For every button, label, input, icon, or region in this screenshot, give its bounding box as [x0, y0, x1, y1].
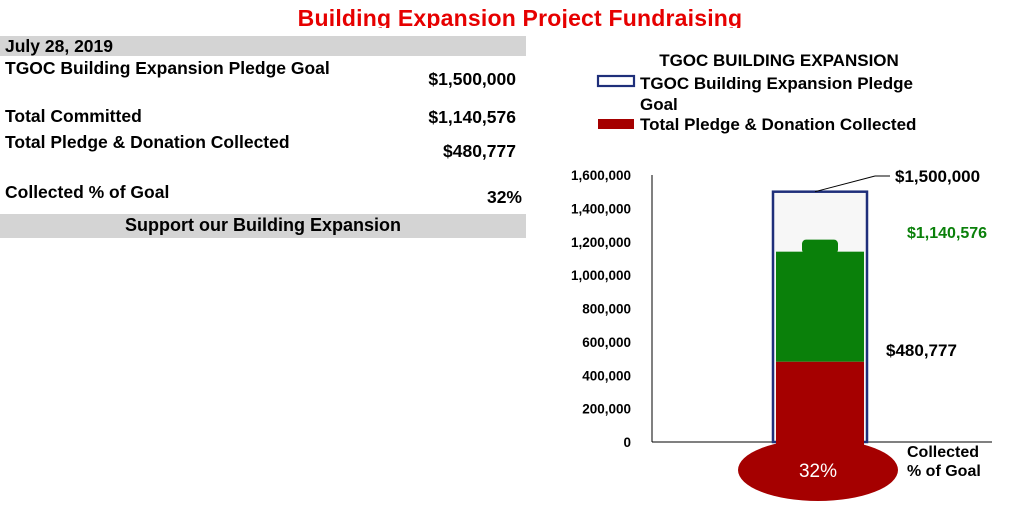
legend-swatch-collected	[598, 119, 634, 129]
legend-swatch-goal	[596, 74, 636, 88]
y-tick-label: 600,000	[582, 335, 631, 350]
y-tick-label: 0	[623, 435, 631, 450]
total-committed-value: $1,140,576	[428, 107, 516, 127]
y-tick-label: 1,400,000	[571, 201, 631, 216]
y-tick-label: 1,600,000	[571, 168, 631, 183]
bulb-percent-label: 32%	[799, 461, 837, 482]
pledge-goal-row: TGOC Building Expansion Pledge Goal $1,5…	[0, 58, 526, 100]
collected-percent-value: 32%	[486, 187, 522, 207]
goal-leader-line	[814, 175, 876, 193]
page-title: Building Expansion Project Fundraising	[297, 5, 743, 28]
y-tick-label: 1,000,000	[571, 268, 631, 283]
y-tick-label: 400,000	[582, 368, 631, 383]
collected-percent-label: Collected % of Goal	[5, 182, 170, 202]
total-collected-label: Total Pledge & Donation Collected	[5, 132, 290, 152]
collected-percent-row: Collected % of Goal 32%	[0, 182, 526, 208]
bar-committed	[776, 251, 864, 362]
x-axis-label: Collected% of Goal	[907, 444, 981, 480]
collected-data-label: $480,777	[886, 341, 957, 360]
y-tick-label: 200,000	[582, 402, 631, 417]
pledge-goal-value: $1,500,000	[428, 69, 516, 89]
report-date: July 28, 2019	[5, 36, 113, 56]
support-banner: Support our Building Expansion	[0, 214, 526, 238]
goal-data-label: $1,500,000	[895, 167, 980, 186]
committed-data-label: $1,140,576	[907, 225, 987, 242]
total-committed-row: Total Committed $1,140,576	[0, 106, 526, 127]
chart-title: TGOC BUILDING EXPANSION	[659, 51, 899, 70]
pledge-goal-label: TGOC Building Expansion Pledge Goal	[5, 58, 330, 78]
legend-label-collected: Total Pledge & Donation Collected	[640, 115, 916, 134]
bar-collected	[776, 361, 864, 442]
total-collected-row: Total Pledge & Donation Collected $480,7…	[0, 132, 526, 174]
date-row: July 28, 2019	[0, 36, 526, 56]
y-tick-label: 1,200,000	[571, 235, 631, 250]
total-collected-value: $480,777	[443, 141, 516, 161]
legend-label-goal: TGOC Building Expansion Pledge Goal	[640, 74, 913, 114]
bulb-neck	[776, 440, 864, 452]
total-committed-label: Total Committed	[5, 106, 142, 126]
thermometer-bulb	[738, 439, 898, 501]
y-tick-label: 800,000	[582, 302, 631, 317]
bar-committed-cap	[802, 239, 838, 254]
